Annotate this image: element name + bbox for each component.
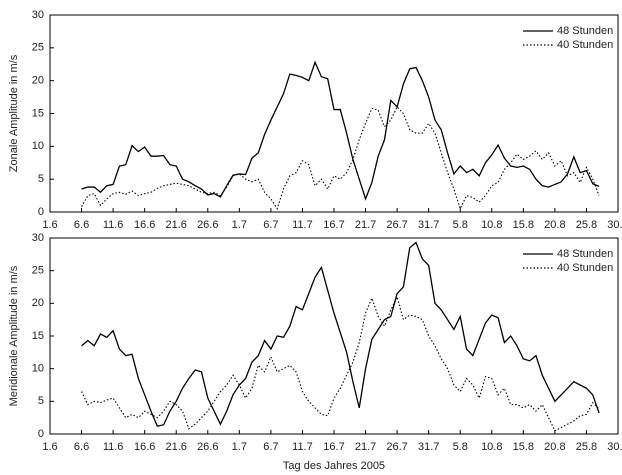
x-tick-label: 11.6 (103, 219, 124, 231)
x-tick-label: 1.7 (232, 441, 247, 453)
x-tick-label: 31.7 (418, 219, 439, 231)
x-tick-label: 16.6 (134, 441, 155, 453)
y-tick-label: 15 (32, 330, 44, 342)
y-tick-label: 10 (32, 363, 44, 375)
legend-label: 48 Stunden (557, 248, 613, 260)
x-tick-label: 16.7 (323, 441, 344, 453)
y-tick-label: 20 (32, 75, 44, 87)
x-tick-label: 26.7 (386, 219, 407, 231)
x-tick-label: 11.7 (292, 219, 313, 231)
y-tick-label: 0 (38, 206, 44, 218)
plot-frame (49, 14, 619, 213)
x-tick-label: 26.6 (197, 441, 218, 453)
x-tick-label: 5.8 (453, 441, 468, 453)
y-tick-label: 5 (38, 395, 44, 407)
x-tick-label: 26.7 (386, 441, 407, 453)
y-axis-label: Zonale Amplitude in m/s (8, 54, 20, 172)
x-tick-label: 21.6 (166, 441, 187, 453)
x-tick-label: 16.6 (134, 219, 155, 231)
x-tick-label: 15.8 (513, 441, 534, 453)
y-axis-label: Meridionale Amplitude in m/s (8, 265, 20, 406)
x-tick-label: 6.6 (74, 219, 89, 231)
x-tick-label: 16.7 (323, 219, 344, 231)
series-line (81, 241, 600, 427)
series-line (81, 60, 600, 201)
series-line (81, 105, 600, 211)
legend-label: 40 Stunden (557, 39, 613, 51)
x-tick-label: 15.8 (513, 219, 534, 231)
y-tick-label: 30 (32, 232, 44, 244)
x-axis-label: Tag des Jahres 2005 (283, 460, 385, 472)
y-tick-label: 0 (38, 428, 44, 440)
x-tick-label: 25.8 (576, 219, 597, 231)
plot-frame (49, 237, 619, 435)
y-tick-label: 15 (32, 107, 44, 119)
x-tick-label: 26.6 (197, 219, 218, 231)
x-tick-label: 21.7 (355, 441, 376, 453)
y-tick-label: 25 (32, 265, 44, 277)
y-tick-label: 5 (38, 173, 44, 185)
series-line (81, 295, 600, 432)
x-tick-label: 10.8 (481, 441, 502, 453)
x-tick-label: 30.8 (607, 219, 622, 231)
x-tick-label: 6.6 (74, 441, 89, 453)
x-tick-label: 21.6 (166, 219, 187, 231)
x-tick-label: 11.6 (103, 441, 124, 453)
x-tick-label: 6.7 (263, 441, 278, 453)
x-tick-label: 20.8 (544, 219, 565, 231)
y-tick-label: 30 (32, 9, 44, 21)
x-tick-label: 5.8 (453, 219, 468, 231)
x-tick-label: 6.7 (263, 219, 278, 231)
y-tick-label: 10 (32, 140, 44, 152)
x-tick-label: 1.6 (42, 441, 57, 453)
x-tick-label: 11.7 (292, 441, 313, 453)
x-tick-label: 1.6 (42, 219, 57, 231)
y-tick-label: 20 (32, 297, 44, 309)
x-tick-label: 20.8 (544, 441, 565, 453)
x-tick-label: 10.8 (481, 219, 502, 231)
x-tick-label: 1.7 (232, 219, 247, 231)
x-tick-label: 25.8 (576, 441, 597, 453)
x-tick-label: 31.7 (418, 441, 439, 453)
legend-label: 40 Stunden (557, 262, 613, 274)
x-tick-label: 30.8 (607, 441, 622, 453)
legend-label: 48 Stunden (557, 25, 613, 37)
y-tick-label: 25 (32, 42, 44, 54)
x-tick-label: 21.7 (355, 219, 376, 231)
